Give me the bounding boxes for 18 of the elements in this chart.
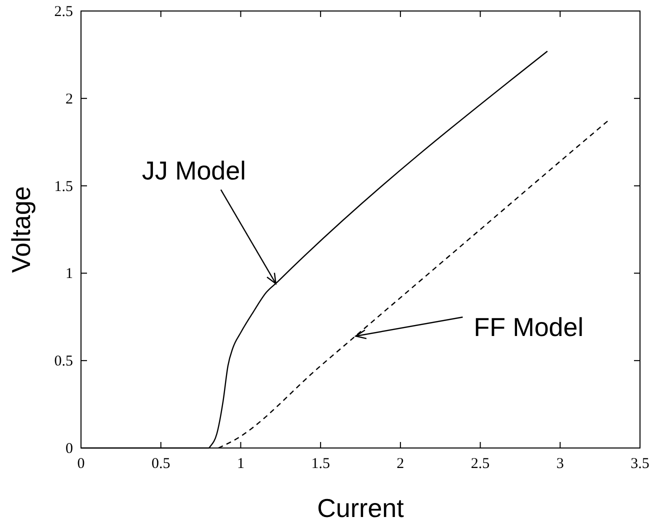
x-tick-label: 3.5 bbox=[630, 456, 650, 472]
y-tick-label: 2.5 bbox=[54, 4, 73, 20]
y-tick-label: 1.5 bbox=[54, 178, 73, 195]
y-tick-label: 0.5 bbox=[54, 354, 73, 370]
x-tick-label: 3 bbox=[556, 456, 564, 472]
x-tick-label: 1 bbox=[236, 456, 244, 472]
x-axis-title: Current bbox=[317, 493, 405, 523]
annotation: FF Model bbox=[474, 312, 584, 342]
x-tick-label: 1.5 bbox=[311, 456, 330, 472]
y-axis-title: Voltage bbox=[6, 186, 36, 273]
y-tick-label: 0 bbox=[66, 441, 73, 457]
y-tick-label: 2 bbox=[66, 91, 73, 108]
x-tick-label: 0 bbox=[77, 456, 85, 472]
x-tick-label: 2 bbox=[396, 456, 404, 472]
y-tick-label: 1 bbox=[66, 266, 73, 282]
annotation: JJ Model bbox=[142, 156, 246, 186]
x-tick-label: 2.5 bbox=[470, 456, 490, 472]
x-tick-label: 0.5 bbox=[151, 456, 170, 472]
